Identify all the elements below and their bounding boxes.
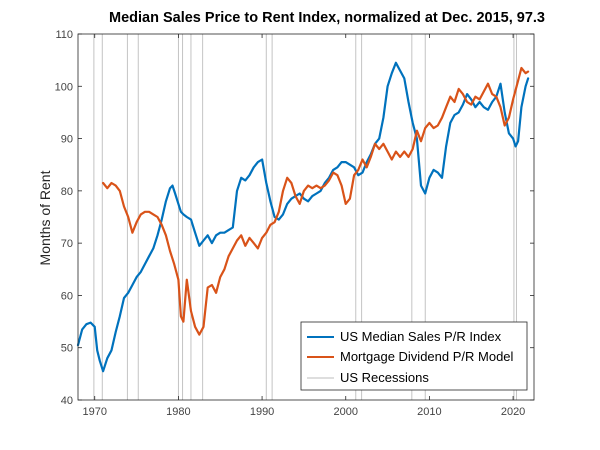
x-tick-label: 1990: [250, 406, 274, 418]
legend: US Median Sales P/R Index Mortgage Divid…: [301, 322, 527, 390]
y-tick-label: 70: [61, 238, 73, 250]
x-tick-label: 1980: [166, 406, 190, 418]
y-tick-label: 90: [61, 134, 73, 146]
legend-label-model: Mortgage Dividend P/R Model: [340, 349, 514, 364]
y-tick-label: 80: [61, 186, 73, 198]
legend-label-index: US Median Sales P/R Index: [340, 329, 502, 344]
y-tick-label: 110: [55, 29, 73, 41]
x-tick-label: 2000: [334, 406, 358, 418]
legend-label-recessions: US Recessions: [340, 370, 429, 385]
x-tick-label: 1970: [82, 406, 106, 418]
chart-title: Median Sales Price to Rent Index, normal…: [109, 10, 545, 26]
y-tick-label: 50: [61, 343, 73, 355]
y-tick-label: 60: [61, 290, 73, 302]
y-axis-label: Months of Rent: [37, 170, 53, 265]
y-tick-label: 40: [61, 395, 73, 407]
x-tick-label: 2010: [417, 406, 441, 418]
x-tick-label: 2020: [501, 406, 525, 418]
y-tick-label: 100: [55, 81, 73, 93]
